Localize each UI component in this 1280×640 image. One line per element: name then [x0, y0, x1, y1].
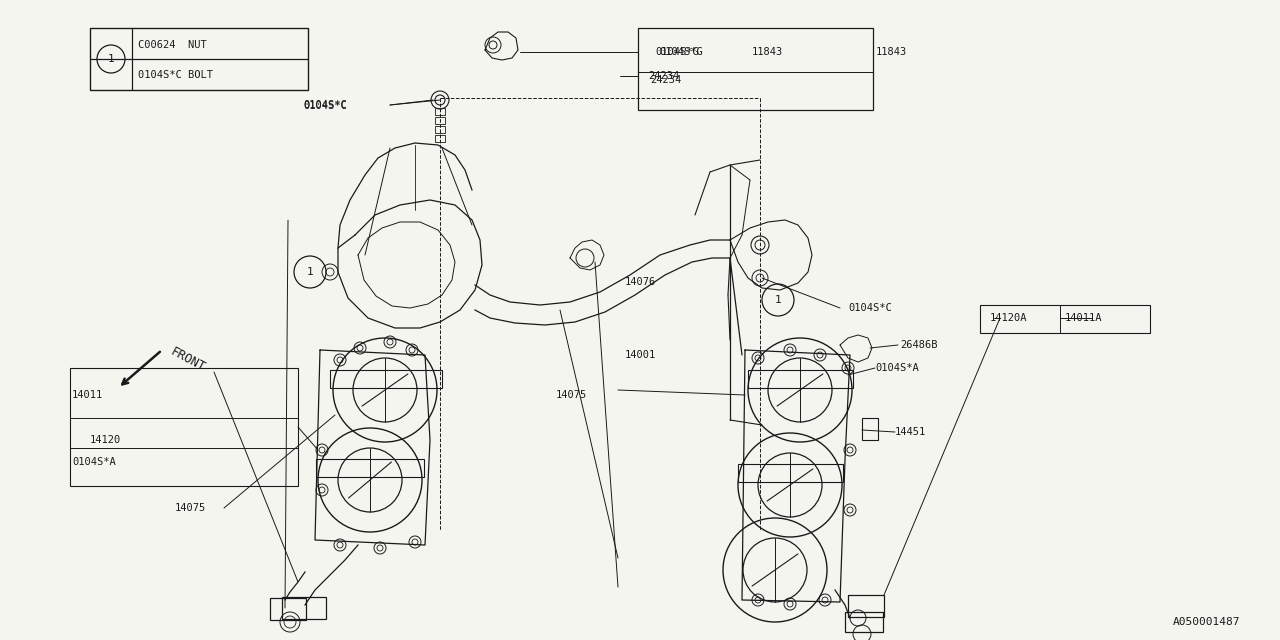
Bar [435, 126, 445, 133]
Text: 0104S*A: 0104S*A [876, 363, 919, 373]
Text: 0104S*G: 0104S*G [655, 47, 699, 57]
Text: 1: 1 [307, 267, 314, 277]
Text: 0104S*G: 0104S*G [659, 47, 703, 57]
Text: 0104S*A: 0104S*A [72, 457, 115, 467]
Bar [435, 108, 445, 115]
Bar [748, 370, 852, 388]
Bar [435, 117, 445, 124]
Bar [739, 464, 844, 482]
Text: 0104S*C: 0104S*C [303, 100, 347, 110]
Bar [282, 597, 326, 619]
Text: 0104S*C: 0104S*C [303, 101, 347, 111]
Text: 14011A: 14011A [1065, 313, 1102, 323]
Text: FRONT: FRONT [168, 345, 207, 374]
Bar [861, 418, 878, 440]
Text: 0104S*C BOLT: 0104S*C BOLT [138, 70, 212, 79]
Text: 14075: 14075 [175, 503, 206, 513]
Text: 1: 1 [108, 54, 114, 64]
Text: C00624  NUT: C00624 NUT [138, 40, 207, 50]
Text: 14076: 14076 [625, 277, 657, 287]
Bar [70, 368, 298, 486]
Bar [845, 612, 883, 632]
Bar [330, 370, 442, 388]
Text: 0104S*C: 0104S*C [849, 303, 892, 313]
Bar [316, 459, 424, 477]
Bar [849, 595, 884, 617]
Bar [435, 135, 445, 142]
Text: 24234: 24234 [650, 75, 681, 85]
Bar [637, 28, 873, 110]
Bar [90, 28, 308, 90]
Text: 14011: 14011 [72, 390, 104, 400]
Text: 1: 1 [774, 295, 781, 305]
Text: 14451: 14451 [895, 427, 927, 437]
Text: 14120A: 14120A [989, 313, 1028, 323]
Text: 26486B: 26486B [900, 340, 937, 350]
Text: 14120: 14120 [90, 435, 122, 445]
Text: 11843: 11843 [753, 47, 783, 57]
Text: 14075: 14075 [556, 390, 588, 400]
Bar [980, 305, 1149, 333]
Text: A050001487: A050001487 [1172, 617, 1240, 627]
Text: 14001: 14001 [625, 350, 657, 360]
Text: 24234: 24234 [648, 71, 680, 81]
Bar [270, 598, 306, 620]
Text: 11843: 11843 [876, 47, 908, 57]
